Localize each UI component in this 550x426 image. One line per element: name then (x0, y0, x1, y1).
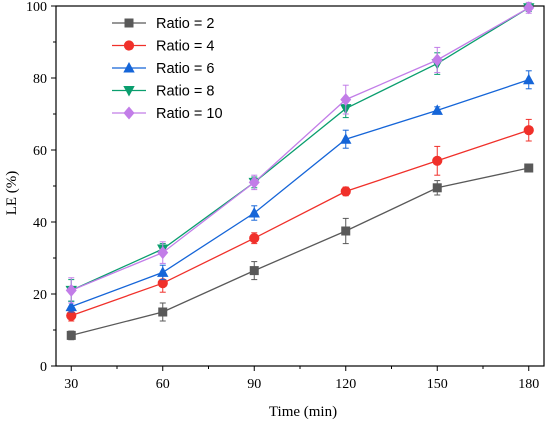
x-tick-label: 60 (156, 377, 170, 392)
data-point (431, 53, 443, 67)
y-tick-label: 100 (26, 0, 47, 15)
legend-label: Ratio = 4 (156, 39, 214, 55)
data-point (158, 307, 168, 317)
legend-label: Ratio = 8 (156, 84, 214, 100)
data-point (249, 266, 259, 276)
data-point (157, 246, 169, 260)
x-tick-label: 90 (247, 377, 261, 392)
series (65, 70, 535, 313)
y-tick-label: 0 (40, 360, 47, 375)
data-point (123, 62, 135, 73)
data-point (432, 183, 442, 193)
series-layer (65, 1, 535, 341)
plot-border (55, 5, 545, 367)
data-point (157, 278, 168, 289)
x-tick-label: 30 (64, 377, 78, 392)
data-point (65, 283, 77, 297)
data-point (123, 106, 135, 120)
data-point (523, 125, 534, 136)
plot-frame (55, 5, 545, 367)
series (65, 1, 535, 304)
data-point (157, 266, 169, 277)
data-point (523, 73, 535, 85)
data-point (340, 93, 352, 107)
x-tick-label: 150 (427, 377, 448, 392)
legend-label: Ratio = 6 (156, 61, 214, 77)
legend-label: Ratio = 10 (156, 106, 223, 122)
data-point (431, 104, 443, 115)
data-point (66, 330, 76, 340)
data-point (123, 86, 135, 97)
series (66, 118, 534, 322)
data-point (248, 207, 260, 218)
y-tick-label: 60 (33, 144, 47, 159)
y-tick-label: 40 (33, 216, 47, 231)
x-tick-label: 180 (518, 377, 539, 392)
x-axis-title: Time (min) (269, 404, 337, 420)
data-point (523, 1, 535, 15)
data-point (524, 163, 534, 173)
data-point (123, 40, 135, 51)
y-axis-title: LE (%) (4, 171, 20, 216)
data-point (65, 300, 77, 312)
legend: Ratio = 2 Ratio = 4 Ratio = 6 Ratio = 8 Rati… (112, 16, 223, 122)
legend-label: Ratio = 2 (156, 16, 214, 32)
series-line (71, 79, 529, 308)
series-line (71, 7, 530, 292)
series-line (71, 167, 529, 337)
y-tick-label: 80 (33, 72, 47, 87)
y-tick-label: 20 (33, 288, 47, 303)
data-point (340, 133, 352, 144)
series-line (71, 129, 529, 317)
data-point (432, 155, 443, 166)
y-axis-ticks: 0 20 40 60 80 100 (26, 0, 56, 375)
data-point (341, 226, 351, 236)
data-point (248, 175, 260, 189)
data-point (124, 18, 134, 28)
data-point (66, 310, 77, 321)
x-tick-label: 120 (335, 377, 356, 392)
x-axis-ticks: 30 60 90 120 150 180 (64, 366, 539, 392)
series-line (70, 7, 530, 291)
data-point (340, 186, 351, 197)
series (66, 163, 534, 341)
data-point (249, 233, 260, 244)
